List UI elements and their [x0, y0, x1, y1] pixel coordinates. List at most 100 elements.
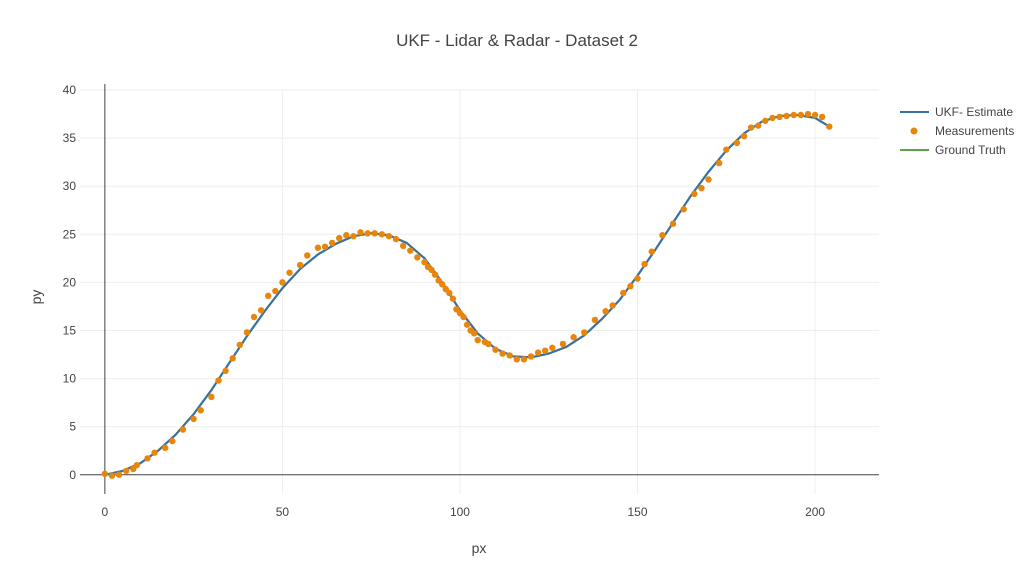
measurement-point[interactable]	[669, 220, 677, 227]
measurement-point[interactable]	[364, 230, 371, 237]
measurement-point[interactable]	[620, 289, 627, 297]
measurement-point[interactable]	[691, 190, 698, 198]
measurement-point[interactable]	[609, 302, 616, 309]
measurement-point[interactable]	[133, 461, 141, 469]
measurement-point[interactable]	[470, 330, 478, 337]
measurement-point[interactable]	[740, 132, 748, 140]
measurement-point[interactable]	[350, 233, 357, 240]
measurement-point[interactable]	[428, 266, 435, 274]
measurement-point[interactable]	[385, 233, 393, 240]
measurement-point[interactable]	[449, 295, 457, 302]
measurement-point[interactable]	[399, 242, 407, 250]
measurement-point[interactable]	[286, 269, 293, 276]
measurement-point[interactable]	[492, 346, 499, 353]
measurement-point[interactable]	[236, 341, 243, 349]
measurement-point[interactable]	[591, 316, 599, 324]
measurement-point[interactable]	[122, 467, 130, 475]
measurement-point[interactable]	[680, 206, 687, 213]
measurement-point[interactable]	[804, 110, 812, 118]
measurement-point[interactable]	[641, 260, 648, 268]
measurement-point[interactable]	[357, 229, 364, 236]
measurement-point[interactable]	[328, 239, 336, 247]
measurement-point[interactable]	[634, 275, 641, 282]
measurement-point[interactable]	[811, 111, 819, 119]
measurement-point[interactable]	[371, 230, 378, 237]
measurement-point[interactable]	[499, 350, 506, 357]
measurement-point[interactable]	[314, 244, 322, 251]
measurement-point[interactable]	[513, 356, 520, 363]
measurement-point[interactable]	[698, 184, 705, 192]
measurement-point[interactable]	[570, 334, 577, 341]
measurement-point[interactable]	[272, 287, 279, 295]
measurement-point[interactable]	[179, 426, 187, 433]
measurement-point[interactable]	[797, 111, 805, 119]
measurement-point[interactable]	[549, 344, 556, 351]
plot-area[interactable]	[101, 110, 833, 479]
measurement-point[interactable]	[115, 471, 123, 478]
measurement-point[interactable]	[790, 111, 797, 119]
measurement-point[interactable]	[101, 470, 109, 477]
measurement-point[interactable]	[321, 243, 329, 250]
measurement-point[interactable]	[162, 444, 169, 452]
measurement-point[interactable]	[197, 407, 204, 414]
ukf-estimate-line[interactable]	[104, 114, 830, 476]
measurement-point[interactable]	[474, 336, 481, 344]
measurement-point[interactable]	[108, 472, 116, 479]
measurement-point[interactable]	[559, 340, 567, 348]
legend-marker	[910, 127, 918, 135]
measurement-point[interactable]	[776, 113, 783, 121]
measurement-point[interactable]	[705, 176, 712, 183]
measurement-point[interactable]	[446, 289, 453, 297]
measurement-point[interactable]	[250, 313, 258, 321]
measurement-point[interactable]	[304, 252, 311, 259]
measurement-point[interactable]	[296, 261, 304, 269]
measurement-point[interactable]	[769, 114, 776, 122]
measurement-point[interactable]	[602, 308, 609, 315]
measurement-point[interactable]	[229, 355, 236, 362]
measurement-point[interactable]	[534, 349, 542, 356]
measurement-point[interactable]	[506, 352, 513, 359]
measurement-point[interactable]	[520, 356, 528, 363]
measurement-point[interactable]	[716, 159, 723, 167]
measurement-point[interactable]	[659, 232, 666, 239]
measurement-point[interactable]	[527, 353, 535, 360]
measurement-point[interactable]	[378, 231, 386, 238]
measurement-point[interactable]	[439, 281, 446, 288]
measurement-point[interactable]	[265, 292, 272, 300]
measurement-point[interactable]	[144, 455, 151, 462]
measurement-point[interactable]	[755, 122, 762, 129]
measurement-point[interactable]	[343, 232, 350, 239]
y-tick-label: 35	[63, 131, 77, 145]
measurement-point[interactable]	[257, 307, 265, 314]
measurement-point[interactable]	[723, 146, 730, 153]
measurement-point[interactable]	[747, 124, 755, 131]
measurement-point[interactable]	[215, 377, 222, 384]
measurement-point[interactable]	[414, 254, 421, 261]
measurement-point[interactable]	[169, 437, 176, 445]
measurement-point[interactable]	[208, 393, 215, 401]
measurement-point[interactable]	[818, 113, 826, 121]
measurement-point[interactable]	[431, 271, 439, 278]
measurement-point[interactable]	[392, 235, 400, 243]
measurement-point[interactable]	[627, 283, 634, 290]
measurement-point[interactable]	[648, 248, 655, 255]
measurement-point[interactable]	[541, 347, 549, 354]
measurement-point[interactable]	[336, 234, 343, 242]
measurement-point[interactable]	[463, 321, 471, 328]
measurement-point[interactable]	[151, 449, 158, 456]
measurement-point[interactable]	[733, 139, 741, 147]
measurement-point[interactable]	[581, 329, 588, 336]
measurement-point[interactable]	[762, 117, 769, 124]
measurement-point[interactable]	[279, 279, 286, 286]
measurement-point[interactable]	[421, 258, 428, 266]
measurement-point[interactable]	[407, 247, 414, 254]
measurement-point[interactable]	[460, 313, 467, 321]
measurement-point[interactable]	[485, 340, 492, 348]
measurement-point[interactable]	[783, 112, 790, 120]
measurement-point[interactable]	[826, 123, 833, 130]
measurement-point[interactable]	[243, 329, 251, 336]
ground-truth-line[interactable]	[104, 113, 830, 476]
measurement-point[interactable]	[190, 415, 197, 423]
measurement-point[interactable]	[222, 367, 229, 375]
